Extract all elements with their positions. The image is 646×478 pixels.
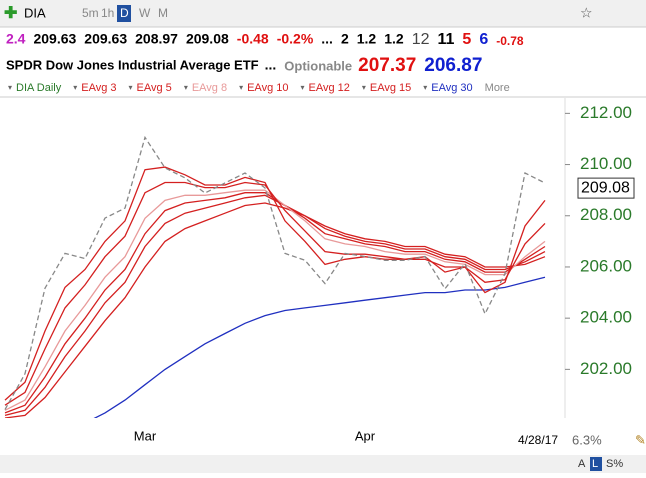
series-line	[4, 192, 546, 414]
quote-value: SPDR Dow Jones Industrial Average ETF	[6, 57, 259, 72]
series-line	[93, 276, 546, 418]
quote-value: ...	[265, 57, 277, 73]
legend-entry[interactable]: EAvg 12	[308, 82, 349, 94]
quote-value: 209.63	[84, 31, 127, 47]
legend-arrow: ▾	[423, 83, 427, 92]
legend-arrow: ▾	[8, 83, 12, 92]
legend-more[interactable]: More	[485, 82, 510, 94]
interval[interactable]: 1h	[101, 6, 114, 20]
y-tick-label: 202.00	[580, 359, 632, 378]
quote-value: 2.4	[6, 31, 26, 47]
quote-value: -0.78	[496, 34, 524, 48]
quote-value: 207.37	[358, 55, 416, 76]
add-icon[interactable]: ✚	[4, 5, 17, 22]
footer-button[interactable]: A	[578, 458, 586, 470]
quote-value: 208.97	[135, 31, 178, 47]
quote-value: 209.08	[186, 31, 229, 47]
quote-value: -0.48	[237, 31, 269, 47]
quote-value: Optionable	[284, 58, 352, 73]
legend-entry[interactable]: EAvg 8	[192, 82, 227, 94]
legend-arrow: ▾	[73, 83, 77, 92]
y-tick-label: 208.00	[580, 205, 632, 224]
quote-value: ...	[321, 31, 333, 47]
quote-value: 2	[341, 31, 349, 47]
x-tick-label: Mar	[134, 428, 157, 443]
quote-value: 209.63	[33, 31, 76, 47]
legend-arrow: ▾	[300, 83, 304, 92]
series-line	[4, 181, 546, 406]
toolbar	[0, 0, 646, 27]
edit-icon[interactable]: ✎	[635, 432, 646, 447]
interval[interactable]: W	[139, 6, 151, 20]
quote-value: 5	[462, 31, 471, 48]
legend-entry[interactable]: EAvg 10	[247, 82, 288, 94]
quote-value: 11	[437, 31, 454, 48]
series-line	[4, 194, 546, 417]
last-price-label: 209.08	[581, 179, 630, 196]
quote-value: 206.87	[424, 55, 482, 76]
series-line	[4, 202, 546, 418]
footer-button[interactable]: S%	[606, 458, 623, 470]
symbol[interactable]: DIA	[24, 5, 46, 20]
y-tick-label: 210.00	[580, 154, 632, 173]
footer-button-bg	[590, 457, 602, 471]
y-tick-label: 206.00	[580, 256, 632, 275]
series-line	[4, 189, 546, 411]
last-price-box	[577, 177, 635, 199]
quote-value: 1.2	[384, 31, 404, 47]
legend-entry[interactable]: EAvg 30	[431, 82, 472, 94]
legend-arrow: ▾	[129, 83, 133, 92]
series-line	[4, 135, 546, 410]
interval[interactable]: D	[120, 6, 129, 20]
quote-value: 6	[479, 31, 488, 48]
legend-entry[interactable]: EAvg 5	[137, 82, 172, 94]
quote-value: -0.2%	[277, 31, 314, 47]
plot	[4, 135, 546, 418]
star-icon[interactable]: ☆	[580, 5, 593, 21]
footer-date: 4/28/17	[518, 433, 558, 447]
footer-bar	[0, 455, 646, 473]
legend-arrow: ▾	[239, 83, 243, 92]
legend-entry[interactable]: DIA Daily	[16, 82, 62, 94]
legend-arrow: ▾	[362, 83, 366, 92]
y-tick-label: 212.00	[580, 103, 632, 122]
interval[interactable]: 5m	[82, 6, 99, 20]
active-interval	[117, 5, 131, 22]
x-tick-label: Apr	[355, 428, 376, 443]
series-line	[4, 166, 546, 401]
footer-button[interactable]: L	[592, 458, 598, 470]
quote-value: 1.2	[357, 31, 377, 47]
legend-entry[interactable]: EAvg 3	[81, 82, 116, 94]
interval[interactable]: M	[158, 6, 168, 20]
y-tick-label: 204.00	[580, 308, 632, 327]
footer-pct: 6.3%	[572, 432, 602, 447]
legend-entry[interactable]: EAvg 15	[370, 82, 411, 94]
quote-value: 12	[412, 31, 430, 48]
legend-arrow: ▾	[184, 83, 188, 92]
